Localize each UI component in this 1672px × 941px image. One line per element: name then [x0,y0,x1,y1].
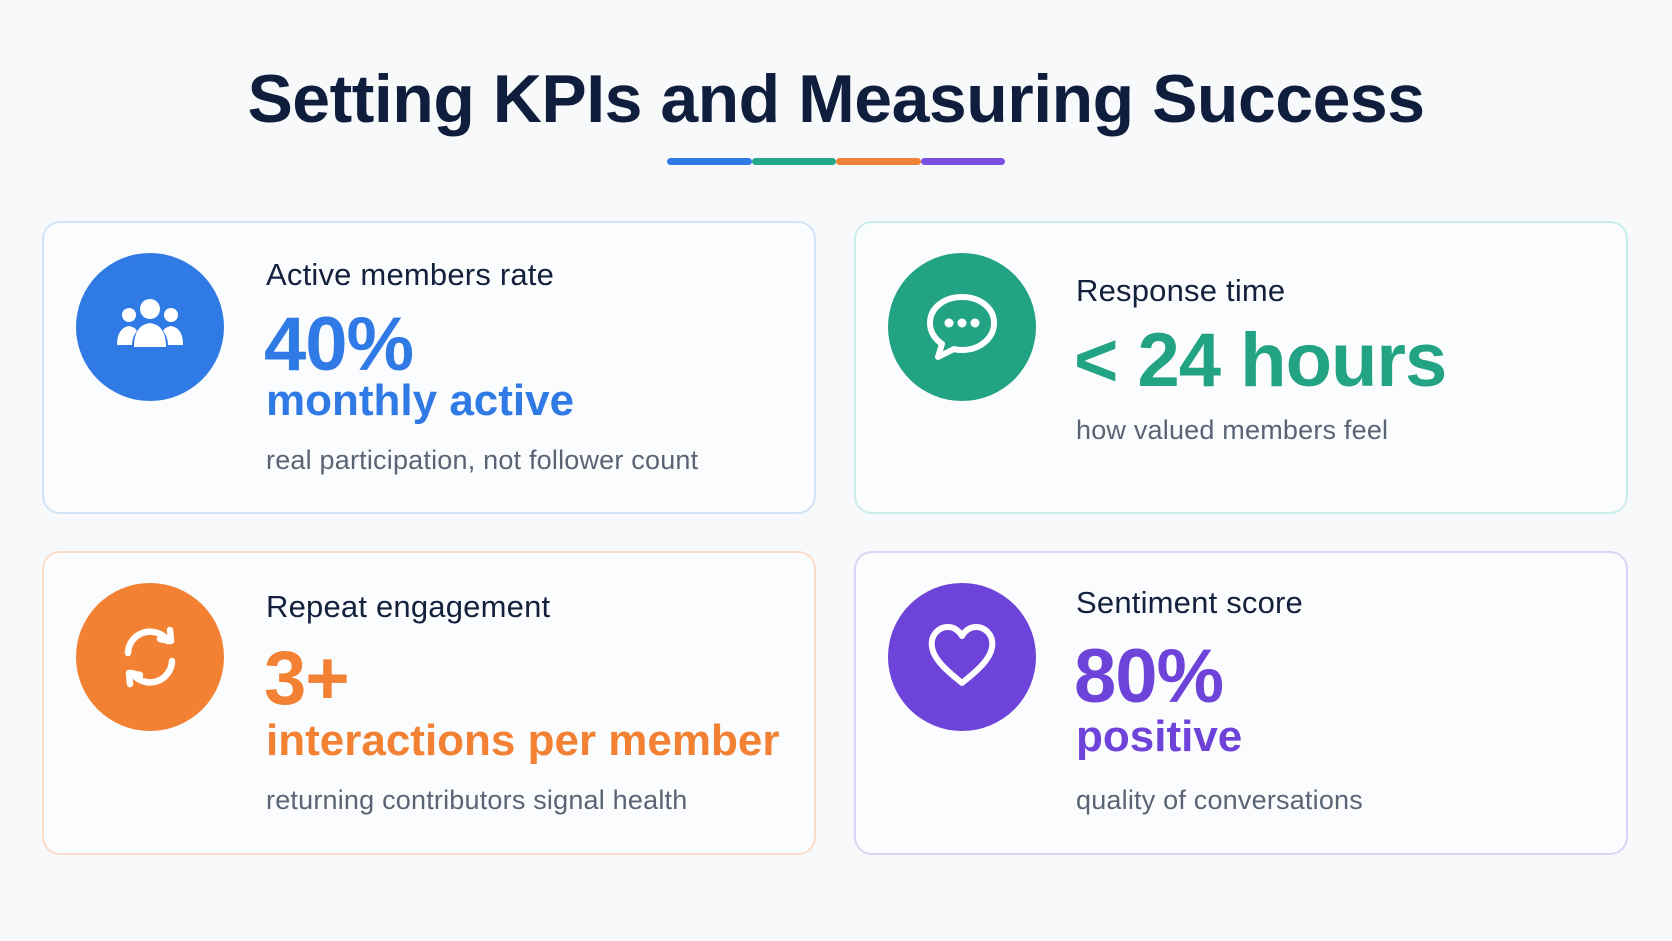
card-icon-circle [888,583,1036,731]
chat-bubble-icon [927,294,997,360]
card-icon-circle [76,583,224,731]
card-description: returning contributors signal health [266,785,688,815]
kpi-card-active-members: Active members rate 40% monthly active r… [42,221,816,514]
title-underline [667,158,1005,165]
card-label: Active members rate [266,257,555,292]
kpi-card-repeat-engagement: Repeat engagement 3+ interactions per me… [42,551,816,855]
card-label: Repeat engagement [266,589,551,624]
card-unit: monthly active [266,376,575,425]
kpi-card-response-time: Response time < 24 hours how valued memb… [854,221,1628,514]
refresh-icon [124,626,176,688]
card-unit: positive [1076,712,1243,761]
card-description: real participation, not follower count [266,445,699,475]
card-unit: interactions per member [266,716,780,765]
underline-segment-blue [667,158,752,165]
kpi-card-sentiment-score: Sentiment score 80% positive quality of … [854,551,1628,855]
card-label: Response time [1076,273,1286,308]
underline-segment-orange [836,158,921,165]
card-value: 40% [264,302,414,387]
card-description: quality of conversations [1076,785,1363,815]
card-icon-circle [888,253,1036,401]
card-value: 3+ [264,636,350,721]
card-label: Sentiment score [1076,585,1303,620]
card-icon-circle [76,253,224,401]
underline-segment-purple [920,158,1005,165]
heart-icon [928,624,996,686]
underline-segment-teal [751,158,836,165]
card-description: how valued members feel [1076,415,1389,445]
page-title: Setting KPIs and Measuring Success [247,61,1425,137]
users-icon [117,299,183,347]
card-value: < 24 hours [1074,318,1447,403]
card-value: 80% [1074,634,1224,719]
